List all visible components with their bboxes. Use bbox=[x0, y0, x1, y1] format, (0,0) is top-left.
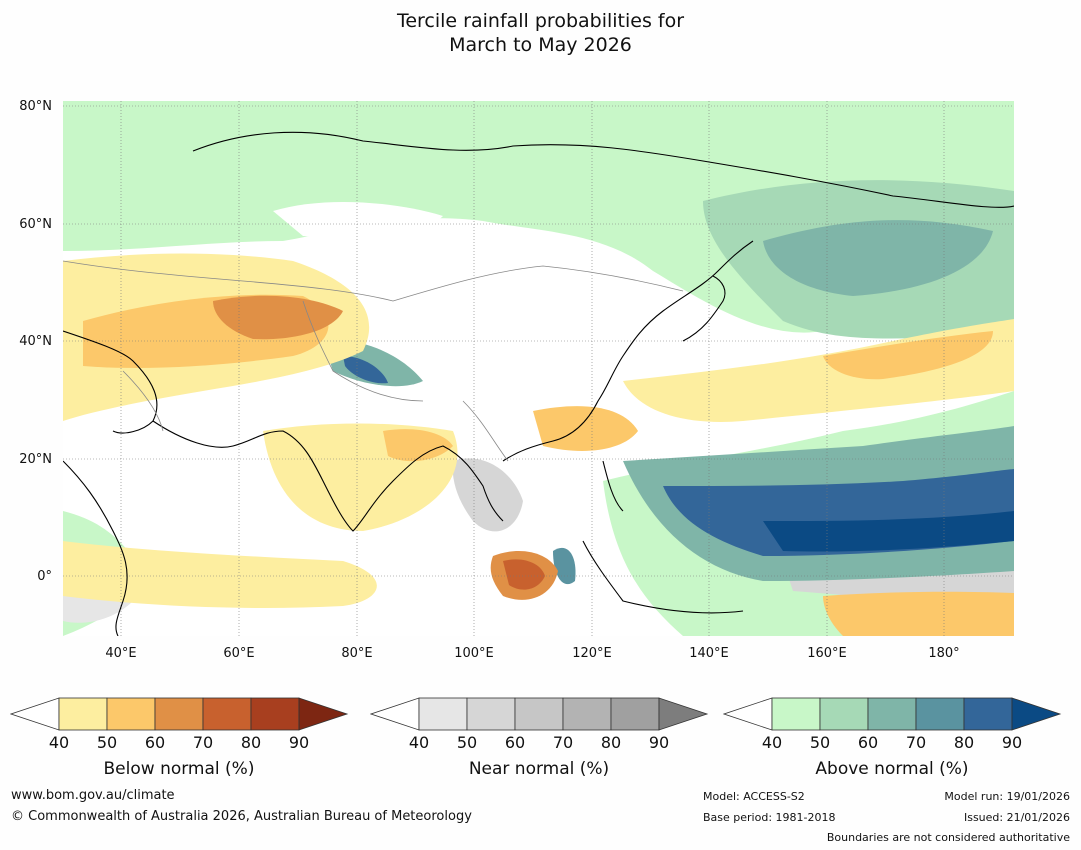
lat-label-60n: 60°N bbox=[19, 217, 52, 232]
colorbar-below-label: Below normal (%) bbox=[103, 759, 255, 779]
coastlines bbox=[63, 131, 1014, 636]
tick: 70 bbox=[905, 733, 927, 752]
lon-label-140e: 140°E bbox=[689, 646, 729, 661]
region-above-70-borneo bbox=[553, 547, 576, 585]
tick: 50 bbox=[456, 733, 478, 752]
disclaimer-text: Boundaries are not considered authoritat… bbox=[826, 831, 1070, 844]
model-run-text: Model run: 19/01/2026 bbox=[944, 790, 1070, 803]
tick: 80 bbox=[600, 733, 622, 752]
tick: 90 bbox=[1001, 733, 1023, 752]
lon-label-100e: 100°E bbox=[454, 646, 494, 661]
region-above-90-tropics bbox=[763, 511, 1014, 552]
lon-label-60e: 60°E bbox=[223, 646, 255, 661]
tick: 70 bbox=[192, 733, 214, 752]
lon-label-40e: 40°E bbox=[105, 646, 137, 661]
lon-label-180: 180° bbox=[928, 646, 960, 661]
tick: 40 bbox=[761, 733, 783, 752]
colorbar-near-label: Near normal (%) bbox=[468, 759, 610, 779]
graticule bbox=[63, 101, 1014, 636]
lat-label-40n: 40°N bbox=[19, 334, 52, 349]
country-borders bbox=[63, 260, 684, 462]
map-svg bbox=[63, 101, 1014, 636]
region-below-50-scs bbox=[533, 406, 638, 451]
tick: 60 bbox=[144, 733, 166, 752]
tick: 60 bbox=[504, 733, 526, 752]
colorbar-below bbox=[10, 697, 349, 731]
tick: 80 bbox=[953, 733, 975, 752]
tick: 70 bbox=[552, 733, 574, 752]
title-line-2: March to May 2026 bbox=[449, 34, 632, 56]
lat-label-80n: 80°N bbox=[19, 99, 52, 114]
tick: 40 bbox=[48, 733, 70, 752]
region-below-60-west-asia bbox=[213, 295, 343, 340]
region-below-40-ocean bbox=[63, 541, 377, 608]
probability-map bbox=[63, 101, 1014, 636]
base-period-text: Base period: 1981-2018 bbox=[703, 811, 836, 824]
region-below-40-nw-pacific bbox=[623, 319, 1014, 422]
lon-label-80e: 80°E bbox=[341, 646, 373, 661]
region-below-50-india bbox=[383, 429, 453, 462]
region-above-60-siberia bbox=[763, 220, 993, 296]
colorbar-above bbox=[723, 697, 1062, 731]
tick: 80 bbox=[240, 733, 262, 752]
colorbar-above-label: Above normal (%) bbox=[815, 759, 969, 779]
region-white-siberia bbox=[273, 201, 443, 238]
region-near-indochina bbox=[452, 458, 523, 532]
tick: 90 bbox=[648, 733, 670, 752]
region-above-70-tibet bbox=[343, 356, 388, 384]
lon-label-120e: 120°E bbox=[572, 646, 612, 661]
tick: 50 bbox=[96, 733, 118, 752]
issued-text: Issued: 21/01/2026 bbox=[963, 811, 1070, 824]
region-below-50-south-pacific bbox=[823, 591, 1014, 636]
title-line-1: Tercile rainfall probabilities for bbox=[396, 10, 685, 32]
region-below-50-nw-pacific bbox=[823, 331, 993, 380]
website-link[interactable]: www.bom.gov.au/climate bbox=[11, 788, 175, 803]
chart-title: Tercile rainfall probabilities for March… bbox=[0, 9, 1081, 57]
copyright-text: © Commonwealth of Australia 2026, Austra… bbox=[11, 809, 472, 824]
lon-label-160e: 160°E bbox=[807, 646, 847, 661]
colorbar-near bbox=[370, 697, 709, 731]
region-below-70-borneo bbox=[503, 559, 545, 590]
lat-label-0: 0° bbox=[37, 569, 52, 584]
model-text: Model: ACCESS-S2 bbox=[703, 790, 805, 803]
tick: 40 bbox=[408, 733, 430, 752]
region-white-china bbox=[483, 297, 631, 401]
tick: 50 bbox=[809, 733, 831, 752]
lat-label-20n: 20°N bbox=[19, 452, 52, 467]
tick: 60 bbox=[857, 733, 879, 752]
tick: 90 bbox=[288, 733, 310, 752]
